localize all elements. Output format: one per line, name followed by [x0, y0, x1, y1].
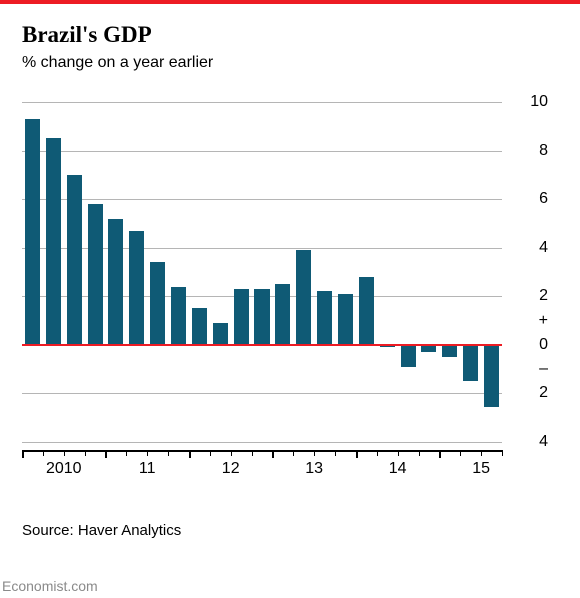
x-tick-minor: [231, 450, 232, 456]
x-tick-major: [272, 450, 274, 458]
plot-area: [22, 102, 502, 442]
bar: [296, 250, 311, 345]
bar: [171, 287, 186, 345]
x-tick-minor: [168, 450, 169, 456]
chart-subtitle: % change on a year earlier: [22, 54, 558, 72]
x-tick-label: 12: [222, 460, 240, 478]
x-tick-minor: [252, 450, 253, 456]
bar: [421, 345, 436, 352]
gridline: [22, 442, 502, 443]
x-tick-major: [105, 450, 107, 458]
bar: [401, 345, 416, 367]
y-tick-label: 10: [530, 94, 548, 110]
bar: [254, 289, 269, 345]
bar: [67, 175, 82, 345]
x-axis: 2010 11 12 13 14 15: [22, 450, 502, 482]
x-tick-minor: [481, 450, 482, 456]
bar: [484, 345, 499, 407]
chart-title: Brazil's GDP: [22, 22, 558, 48]
x-tick-minor: [43, 450, 44, 456]
bar: [129, 231, 144, 345]
bar: [108, 219, 123, 345]
x-tick-minor: [85, 450, 86, 456]
bar: [88, 204, 103, 345]
bar: [213, 323, 228, 345]
x-tick-minor: [460, 450, 461, 456]
x-tick-minor: [419, 450, 420, 456]
x-tick-minor: [147, 450, 148, 456]
x-tick-minor: [314, 450, 315, 456]
x-axis-baseline: [22, 450, 502, 452]
y-tick-label: 0: [539, 337, 548, 353]
x-tick-major: [189, 450, 191, 458]
x-tick-major: [356, 450, 358, 458]
x-tick-label: 14: [389, 460, 407, 478]
bar: [234, 289, 249, 345]
x-tick-label: 11: [139, 460, 156, 478]
y-tick-label: 6: [539, 191, 548, 207]
x-tick-minor: [398, 450, 399, 456]
chart-source: Source: Haver Analytics: [22, 522, 558, 539]
bar: [463, 345, 478, 381]
y-tick-label: 2: [539, 385, 548, 401]
x-tick-major: [439, 450, 441, 458]
x-tick-label: 2010: [46, 460, 82, 478]
bars: [22, 102, 502, 442]
y-plus-sign: +: [539, 313, 548, 329]
y-axis-labels: 420246810+–: [510, 102, 548, 442]
y-tick-label: 8: [539, 143, 548, 159]
y-tick-label: 2: [539, 288, 548, 304]
y-tick-label: 4: [539, 434, 548, 450]
x-tick-minor: [126, 450, 127, 456]
bar: [46, 138, 61, 344]
x-tick-minor: [335, 450, 336, 456]
x-tick-minor: [210, 450, 211, 456]
bar: [150, 262, 165, 345]
x-tick-minor: [377, 450, 378, 456]
x-tick-label: 15: [472, 460, 490, 478]
y-tick-label: 4: [539, 240, 548, 256]
x-tick-label: 13: [305, 460, 323, 478]
bar: [317, 291, 332, 344]
chart-container: Brazil's GDP % change on a year earlier …: [0, 4, 580, 547]
x-tick-major: [22, 450, 24, 458]
chart-wrap: 420246810+– 20101112131415: [22, 102, 558, 482]
bar: [275, 284, 290, 345]
x-tick-minor: [293, 450, 294, 456]
y-minus-sign: –: [539, 361, 548, 377]
bar: [192, 308, 207, 344]
credit: Economist.com: [2, 578, 98, 594]
bar: [338, 294, 353, 345]
bar: [442, 345, 457, 357]
x-tick-minor: [64, 450, 65, 456]
bar: [359, 277, 374, 345]
bar: [25, 119, 40, 345]
zero-line: [22, 344, 502, 346]
x-tick-minor: [502, 450, 503, 456]
